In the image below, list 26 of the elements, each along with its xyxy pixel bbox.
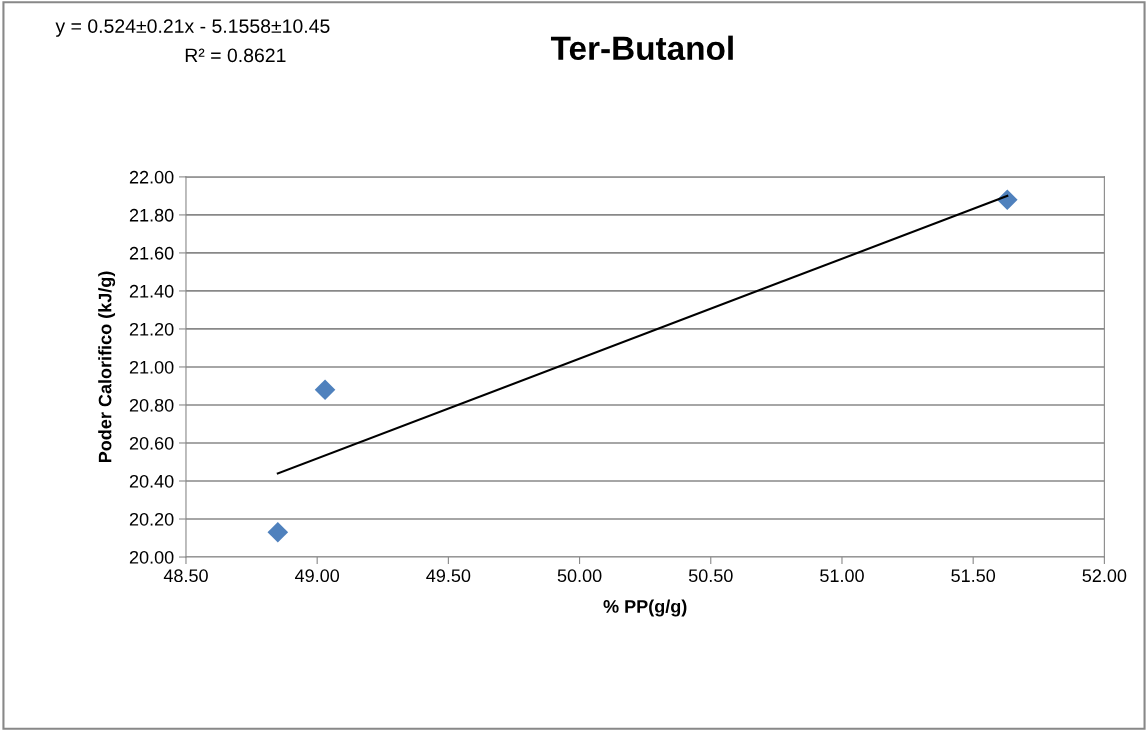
y-tick-label: 20.20 (129, 512, 174, 526)
x-tick-label: 51.50 (951, 569, 996, 583)
y-tick-label: 21.20 (129, 322, 174, 336)
y-tick-label: 21.00 (129, 360, 174, 374)
y-tick-label: 20.40 (129, 474, 174, 488)
x-tick-label: 50.50 (688, 569, 733, 583)
y-tick-label: 22.00 (129, 170, 174, 184)
x-tick-label: 52.00 (1082, 569, 1127, 583)
x-axis-title: % PP(g/g) (603, 599, 687, 617)
x-tick-label: 51.00 (820, 569, 864, 583)
y-tick-label: 20.80 (129, 398, 174, 412)
chart-title: Ter-Butanol (550, 35, 733, 61)
x-tick-label: 50.00 (557, 569, 602, 583)
x-tick-label: 48.50 (163, 569, 208, 583)
point (314, 379, 336, 401)
text: y = 0.524±0.21x - 5.1558±10.45 (55, 19, 330, 37)
y-axis-title: Poder Calorifico (kJ/g) (98, 271, 116, 463)
y-tick-label: 20.60 (129, 436, 174, 450)
point (267, 522, 289, 543)
y-tick-label: 21.60 (129, 246, 174, 260)
y-tick-label: 21.80 (129, 208, 174, 222)
y-tick-label: 21.40 (129, 284, 174, 298)
y-tick-label: 20.00 (129, 550, 174, 564)
x-tick-label: 49.50 (426, 569, 471, 583)
text: R² = 0.8621 (185, 48, 286, 63)
x-tick-label: 49.00 (295, 569, 340, 583)
